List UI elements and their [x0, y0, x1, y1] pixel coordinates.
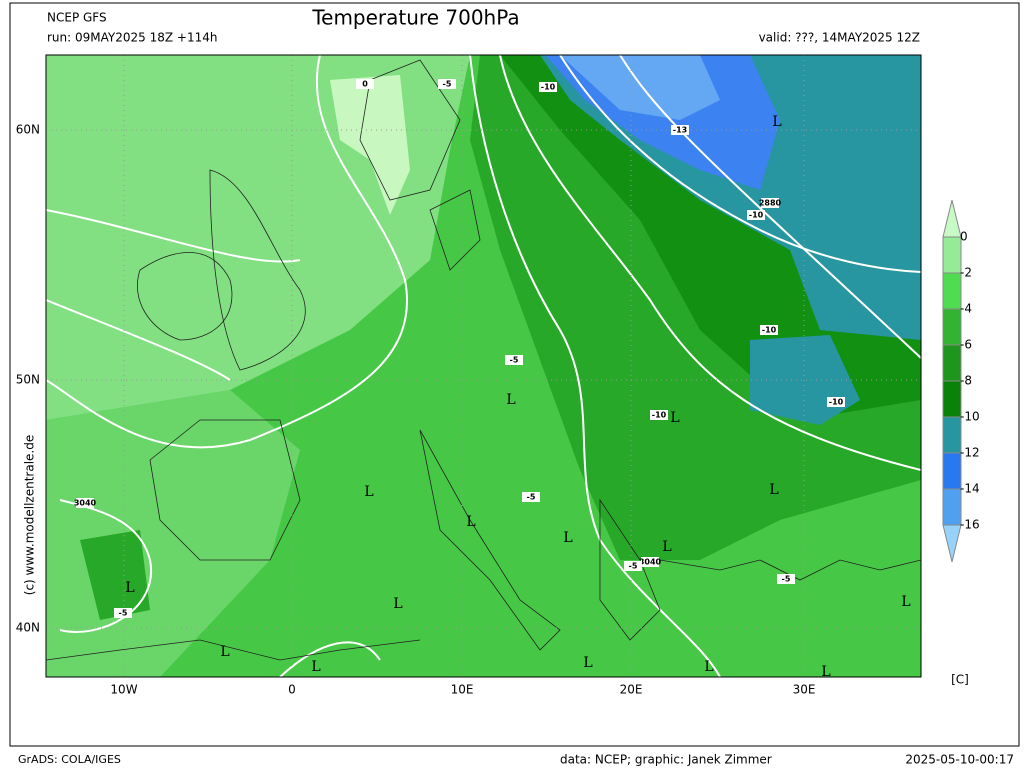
colorbar-box — [942, 308, 962, 346]
lon-label: 20E — [620, 683, 643, 697]
contour-label: -5 — [510, 356, 519, 365]
contour-label-bg — [671, 125, 689, 135]
overlay: 60N 50N 40N 10W 0 10E 20E 30E 0 -5 -10 -13 2880 -10 -1… — [16, 55, 980, 697]
contour-label-bg — [76, 498, 94, 508]
contour-label: -5 — [782, 575, 791, 584]
coastlines — [46, 59, 921, 661]
map-border — [45, 54, 922, 678]
contour-label: -5 — [527, 493, 536, 502]
run-label: run: 09MAY2025 18Z +114h — [47, 31, 217, 45]
colorbar-label: -10 — [960, 410, 980, 424]
contour-label: -5 — [119, 609, 128, 618]
footer-source: data: NCEP; graphic: Janek Zimmer — [560, 753, 772, 767]
contour-label-bg — [356, 79, 374, 89]
low-marker: L — [769, 482, 778, 498]
contour-label-bg — [827, 397, 845, 407]
lat-label: 40N — [16, 621, 40, 635]
title: Temperature 700hPa — [311, 6, 519, 30]
colorbar-label: -4 — [960, 302, 972, 316]
lon-label: 10E — [451, 683, 474, 697]
colorbar-unit: [C] — [951, 673, 969, 687]
contour-label: -10 — [652, 411, 667, 420]
contour-label: -10 — [762, 326, 777, 335]
field — [330, 75, 410, 215]
colorbar-label: -2 — [960, 266, 972, 280]
colorbar-box — [942, 452, 962, 490]
low-marker: L — [220, 644, 229, 660]
contour-label-bg — [624, 561, 642, 571]
contour-label: -5 — [629, 562, 638, 571]
colorbar-box — [942, 344, 962, 382]
colorbar-box — [942, 272, 962, 310]
low-marker: L — [364, 484, 373, 500]
contour-label: -10 — [829, 398, 844, 407]
colorbar-box — [942, 416, 962, 454]
low-marker: L — [466, 514, 475, 530]
contour-label-bg — [641, 557, 659, 567]
low-marker: L — [662, 539, 671, 555]
low-marker: L — [821, 664, 830, 680]
field — [80, 530, 150, 620]
lon-label: 30E — [793, 683, 816, 697]
contour-label-bg — [777, 574, 795, 584]
contour-label-bg — [438, 79, 456, 89]
contour-label: -5 — [443, 80, 452, 89]
contour-label: 2880 — [759, 199, 782, 208]
contour-label: 3040 — [74, 499, 97, 508]
contours — [46, 55, 921, 677]
contour-label-bg — [761, 198, 779, 208]
contour-label-bg — [650, 410, 668, 420]
contour-label: -10 — [541, 83, 556, 92]
valid-label: valid: ???, 14MAY2025 12Z — [759, 31, 920, 45]
contour-label: 0 — [362, 80, 368, 89]
contour-label-bg — [522, 492, 540, 502]
footer-timestamp: 2025-05-10-00:17 — [905, 753, 1014, 767]
low-marker: L — [901, 594, 910, 610]
contour-label: 3040 — [639, 558, 662, 567]
map-fill — [46, 55, 921, 677]
colorbar-label: -6 — [960, 338, 972, 352]
colorbar-label: -12 — [960, 446, 980, 460]
low-marker: L — [311, 659, 320, 675]
colorbar-box — [942, 488, 962, 526]
low-marker: L — [393, 596, 402, 612]
low-marker: L — [125, 580, 134, 596]
colorbar-cap — [942, 524, 962, 563]
contour-label-bg — [760, 325, 778, 335]
colorbar-label: -16 — [960, 518, 980, 532]
colorbar-label: 0 — [960, 230, 968, 244]
lat-label: 50N — [16, 373, 40, 387]
field — [560, 55, 720, 120]
contour-label-bg — [114, 608, 132, 618]
low-marker: L — [563, 530, 572, 546]
lon-label: 0 — [288, 683, 296, 697]
contour-label: -10 — [749, 211, 764, 220]
colorbar-box — [942, 236, 962, 274]
low-marker: L — [772, 114, 781, 130]
frame — [9, 2, 1020, 747]
low-marker: L — [704, 659, 713, 675]
colorbar-label: -8 — [960, 374, 972, 388]
model-label: NCEP GFS — [47, 11, 107, 25]
colorbar-box — [942, 380, 962, 418]
contour-label: -13 — [673, 126, 687, 135]
credit: (c) www.modellzentrale.de — [23, 435, 37, 595]
low-marker: L — [506, 392, 515, 408]
low-marker: L — [670, 410, 679, 426]
contour-label-bg — [539, 82, 557, 92]
contour-label-bg — [747, 210, 765, 220]
footer-software: GrADS: COLA/IGES — [18, 753, 121, 766]
colorbar-cap — [942, 199, 962, 238]
contour-label-bg — [505, 355, 523, 365]
lon-label: 10W — [110, 683, 137, 697]
colorbar-label: -14 — [960, 482, 980, 496]
lat-label: 60N — [16, 123, 40, 137]
low-marker: L — [583, 655, 592, 671]
